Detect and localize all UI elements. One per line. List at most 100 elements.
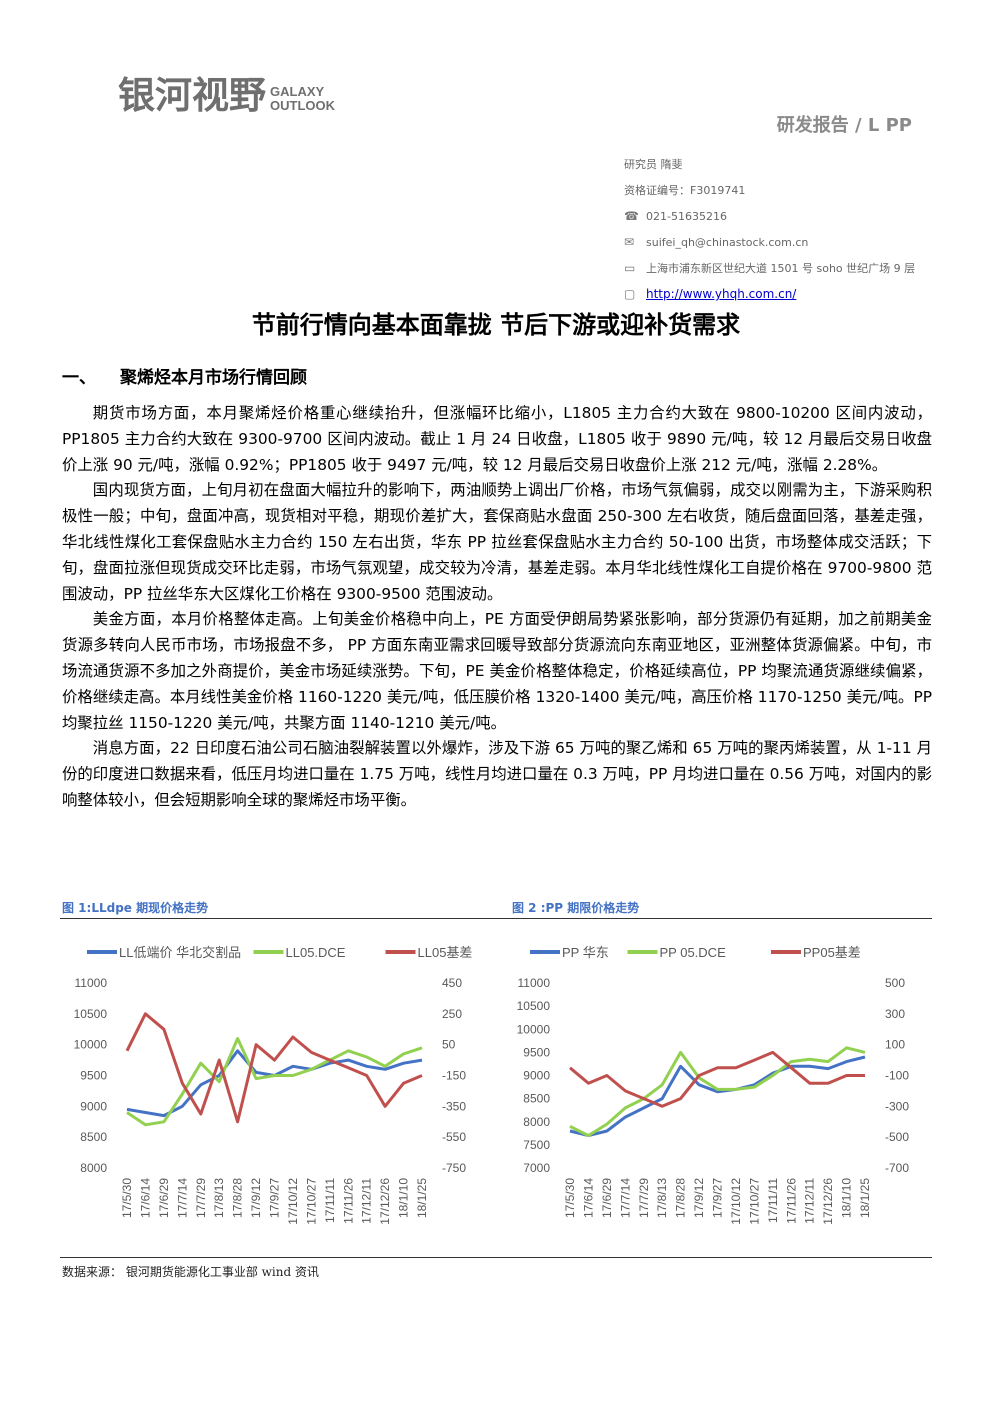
- x-tick-label: 18/1/25: [415, 1178, 429, 1218]
- left-tick-label: 10000: [517, 1022, 551, 1036]
- legend-label: LL05.DCE: [286, 945, 346, 960]
- figure-2-caption: 图 2 :PP 期限价格走势: [512, 901, 640, 915]
- x-tick-label: 17/9/27: [711, 1178, 725, 1218]
- x-tick-label: 17/8/28: [674, 1178, 688, 1218]
- legend-label: PP05基差: [803, 945, 861, 960]
- book-icon: ▭: [624, 261, 636, 275]
- section-title: 聚烯烃本月市场行情回顾: [120, 368, 307, 388]
- left-tick-label: 8500: [523, 1092, 550, 1106]
- x-tick-label: 17/12/26: [821, 1178, 835, 1225]
- x-tick-label: 17/9/12: [692, 1178, 706, 1218]
- legend-label: LL低端价 华北交割品: [119, 945, 241, 960]
- x-tick-label: 17/12/11: [803, 1178, 817, 1224]
- logo: 银河视野 GALAXY OUTLOOK: [118, 76, 335, 116]
- license-row: 资格证编号：F3019741: [624, 177, 915, 203]
- left-tick-label: 11000: [75, 976, 108, 990]
- page-title: 节前行情向基本面靠拢 节后下游或迎补货需求: [251, 311, 741, 339]
- computer-icon: ▢: [624, 287, 636, 301]
- x-tick-label: 17/10/12: [729, 1178, 743, 1225]
- x-tick-label: 17/6/14: [581, 1178, 595, 1218]
- paragraph: 期货市场方面，本月聚烯烃价格重心继续抬升，但涨幅环比缩小，L1805 主力合约大…: [62, 404, 932, 474]
- right-tick-label: 500: [885, 976, 905, 990]
- divider-bottom: [60, 1257, 932, 1258]
- left-tick-label: 8500: [80, 1130, 107, 1144]
- right-tick-label: 450: [442, 976, 462, 990]
- x-tick-label: 17/6/29: [157, 1178, 171, 1218]
- x-tick-label: 17/8/13: [655, 1178, 669, 1218]
- website-link[interactable]: http://www.yhqh.com.cn/: [646, 287, 797, 301]
- right-tick-label: -100: [885, 1069, 909, 1083]
- x-tick-label: 17/7/29: [194, 1178, 208, 1218]
- chart-2: PP 华东 PP 05.DCE PP05基差 11000 10500 10000 9500 9…: [505, 928, 925, 1252]
- series-line: [569, 1050, 865, 1108]
- x-tick-label: 17/5/30: [120, 1178, 134, 1218]
- email-row: ✉ suifei_qh@chinastock.com.cn: [624, 229, 915, 255]
- chart-1: LL低端价 华北交割品 LL05.DCE LL05基差 11000 10500 10000…: [62, 928, 482, 1252]
- right-tick-label: -700: [885, 1161, 909, 1175]
- x-tick-label: 17/9/27: [268, 1178, 282, 1218]
- body-text: 期货市场方面，本月聚烯烃价格重心继续抬升，但涨幅环比缩小，L1805 主力合约大…: [62, 401, 932, 814]
- x-tick-label: 17/10/27: [304, 1178, 318, 1225]
- x-tick-label: 17/6/14: [138, 1178, 152, 1218]
- right-tick-label: -300: [885, 1099, 909, 1113]
- x-tick-label: 17/11/11: [766, 1178, 780, 1223]
- analyst-info: 研究员 隋斐 资格证编号：F3019741 ☎ 021-51635216 ✉ sui…: [624, 151, 915, 307]
- left-tick-label: 10500: [517, 999, 551, 1013]
- right-tick-label: -350: [442, 1099, 466, 1113]
- x-tick-label: 17/12/11: [360, 1178, 374, 1224]
- email: suifei_qh@chinastock.com.cn: [646, 235, 809, 249]
- x-tick-label: 18/1/25: [858, 1178, 872, 1218]
- series-line: [126, 1037, 423, 1127]
- x-tick-label: 17/7/29: [637, 1178, 651, 1218]
- left-tick-label: 10000: [74, 1038, 108, 1052]
- researcher: 研究员 隋斐: [624, 158, 683, 171]
- left-tick-label: 10500: [74, 1007, 108, 1021]
- logo-cn: 银河视野: [118, 74, 266, 117]
- right-tick-label: 250: [442, 1007, 462, 1021]
- report-type: 研发报告 / L PP: [776, 115, 912, 136]
- mail-icon: ✉: [624, 235, 635, 249]
- x-tick-label: 17/6/29: [600, 1178, 614, 1218]
- paragraph: 消息方面，22 日印度石油公司石脑油裂解装置以外爆炸，涉及下游 65 万吨的聚乙…: [62, 739, 932, 809]
- paragraph: 国内现货方面，上旬月初在盘面大幅拉升的影响下，两油顺势上调出厂价格，市场气氛偏弱…: [62, 481, 932, 603]
- series-line: [569, 1046, 866, 1138]
- series-line: [569, 1055, 866, 1138]
- phone-icon: ☎: [624, 209, 639, 223]
- phone-row: ☎ 021-51635216: [624, 203, 915, 229]
- left-tick-label: 9500: [523, 1045, 550, 1059]
- section-number: 一、: [62, 368, 96, 388]
- right-tick-label: -550: [442, 1130, 466, 1144]
- chart-1-svg: LL低端价 华北交割品 LL05.DCE LL05基差 11000 10500 10000…: [74, 945, 473, 1225]
- phone: 021-51635216: [646, 209, 727, 223]
- x-tick-label: 17/8/28: [231, 1178, 245, 1218]
- legend-label: PP 华东: [562, 945, 609, 960]
- divider-top: [60, 918, 932, 919]
- chart-2-svg: PP 华东 PP 05.DCE PP05基差 11000 10500 10000 9500 9…: [517, 945, 910, 1225]
- right-tick-label: 300: [885, 1007, 905, 1021]
- figure-1-caption: 图 1:LLdpe 期现价格走势: [62, 901, 209, 915]
- left-tick-label: 8000: [80, 1161, 107, 1175]
- researcher-row: 研究员 隋斐: [624, 151, 915, 177]
- legend-label: PP 05.DCE: [660, 945, 727, 960]
- x-tick-label: 18/1/10: [397, 1178, 411, 1218]
- x-tick-label: 17/11/26: [784, 1178, 798, 1224]
- left-tick-label: 8000: [523, 1115, 550, 1129]
- logo-en-1: GALAXY: [270, 84, 325, 99]
- right-tick-label: -500: [885, 1130, 909, 1144]
- left-tick-label: 9000: [80, 1099, 107, 1113]
- x-tick-label: 17/9/12: [249, 1178, 263, 1218]
- x-tick-label: 17/7/14: [175, 1178, 189, 1218]
- x-tick-label: 17/11/26: [341, 1178, 355, 1224]
- left-tick-label: 9500: [80, 1069, 107, 1083]
- data-source: 数据来源： 银河期货能源化工事业部 wind 资讯: [62, 1265, 319, 1279]
- right-tick-label: 100: [885, 1038, 905, 1052]
- x-tick-label: 17/11/11: [323, 1178, 337, 1223]
- website-row: ▢ http://www.yhqh.com.cn/: [624, 281, 915, 307]
- x-tick-label: 17/10/27: [747, 1178, 761, 1225]
- series-line: [125, 1012, 423, 1124]
- logo-en: GALAXY OUTLOOK: [270, 85, 335, 113]
- right-tick-label: -150: [442, 1069, 466, 1083]
- x-tick-label: 17/7/14: [618, 1178, 632, 1218]
- x-tick-label: 17/12/26: [378, 1178, 392, 1225]
- x-tick-label: 17/5/30: [563, 1178, 577, 1218]
